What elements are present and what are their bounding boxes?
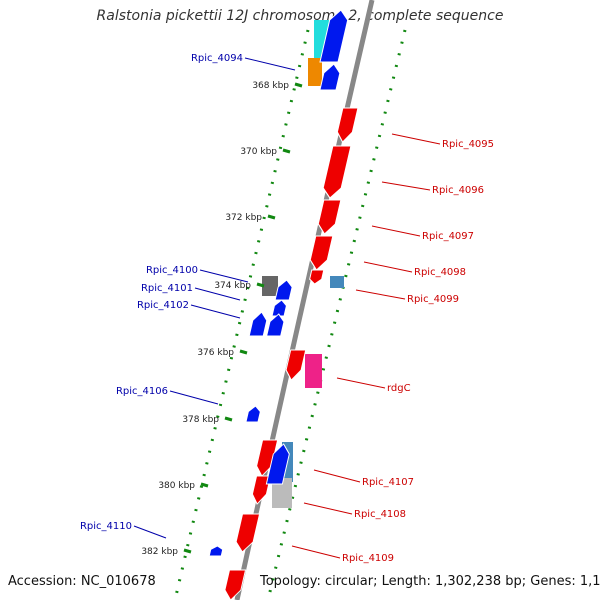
kbp-label: 382 kbp bbox=[141, 547, 178, 557]
forward-gene-arrow[interactable] bbox=[308, 235, 334, 271]
reverse-gene-arrow[interactable] bbox=[319, 63, 342, 91]
forward-gene-arrow[interactable] bbox=[309, 269, 325, 285]
gray-feature-dark bbox=[262, 276, 278, 296]
kbp-tick bbox=[267, 214, 276, 220]
callout-line bbox=[336, 377, 386, 389]
forward-gene-arrow[interactable] bbox=[284, 349, 307, 381]
inner-tick-track bbox=[173, 29, 310, 600]
forward-gene-arrow[interactable] bbox=[223, 569, 247, 600]
callout-line bbox=[355, 289, 406, 300]
reverse-gene-label[interactable]: Rpic_4102 bbox=[137, 300, 189, 311]
forward-gene-label[interactable]: Rpic_4097 bbox=[422, 231, 474, 242]
magenta-feature bbox=[305, 354, 322, 388]
callout-line bbox=[303, 502, 353, 515]
kbp-tick bbox=[200, 482, 209, 488]
callout-line bbox=[244, 57, 296, 71]
kbp-tick bbox=[256, 282, 265, 288]
forward-gene-arrow[interactable] bbox=[321, 145, 352, 199]
kbp-label: 372 kbp bbox=[225, 213, 262, 223]
forward-gene-arrow[interactable] bbox=[234, 513, 261, 553]
reverse-gene-label[interactable]: Rpic_4100 bbox=[146, 265, 198, 276]
forward-gene-label[interactable]: Rpic_4096 bbox=[432, 185, 484, 196]
kbp-tick bbox=[239, 349, 248, 355]
reverse-gene-arrow[interactable] bbox=[266, 313, 286, 337]
reverse-gene-arrow[interactable] bbox=[245, 405, 262, 423]
kbp-label: 380 kbp bbox=[158, 481, 195, 491]
reverse-gene-label[interactable]: Rpic_4094 bbox=[191, 53, 243, 64]
reverse-gene-arrows bbox=[208, 9, 350, 557]
kbp-label: 376 kbp bbox=[197, 348, 234, 358]
reverse-gene-arrow[interactable] bbox=[208, 545, 224, 557]
forward-gene-label[interactable]: rdgC bbox=[387, 383, 411, 394]
callout-line bbox=[194, 287, 241, 301]
callout-line bbox=[371, 225, 421, 237]
reverse-gene-arrow[interactable] bbox=[248, 311, 269, 337]
reverse-gene-arrow[interactable] bbox=[319, 9, 350, 63]
kbp-tick bbox=[294, 82, 303, 88]
reverse-gene-label[interactable]: Rpic_4101 bbox=[141, 283, 193, 294]
callout-line bbox=[391, 133, 441, 145]
orange-feature bbox=[308, 58, 322, 86]
reverse-gene-arrow[interactable] bbox=[265, 443, 291, 485]
kbp-tick bbox=[183, 548, 192, 554]
kbp-ticks: 368 kbp 370 kbp 372 kbp 374 kbp 376 kbp 378 k… bbox=[141, 81, 303, 557]
kbp-label: 374 kbp bbox=[214, 281, 251, 291]
forward-gene-label[interactable]: Rpic_4109 bbox=[342, 553, 394, 564]
reverse-gene-label[interactable]: Rpic_4110 bbox=[80, 521, 132, 532]
topology-text: Topology: circular; Length: 1,302,238 bp… bbox=[260, 574, 600, 589]
kbp-label: 370 kbp bbox=[240, 147, 277, 157]
reverse-gene-label[interactable]: Rpic_4106 bbox=[116, 386, 168, 397]
forward-gene-label[interactable]: Rpic_4095 bbox=[442, 139, 494, 150]
forward-gene-label[interactable]: Rpic_4098 bbox=[414, 267, 466, 278]
callout-line bbox=[169, 390, 219, 405]
kbp-tick bbox=[224, 416, 233, 422]
forward-gene-arrow[interactable] bbox=[254, 439, 279, 477]
callout-line bbox=[133, 525, 167, 539]
gene-callouts: Rpic_4095 Rpic_4096 Rpic_4097 Rpic_4098 Rpic… bbox=[80, 53, 494, 564]
forward-gene-arrow[interactable] bbox=[335, 107, 359, 143]
kbp-tick bbox=[282, 148, 291, 154]
callout-line bbox=[313, 469, 361, 483]
kbp-label: 378 kbp bbox=[182, 415, 219, 425]
steel-feature bbox=[330, 276, 344, 288]
forward-gene-label[interactable]: Rpic_4107 bbox=[362, 477, 414, 488]
forward-gene-arrow[interactable] bbox=[316, 199, 342, 235]
callout-line bbox=[291, 545, 341, 559]
gray-feature-light bbox=[272, 478, 292, 508]
callout-line bbox=[363, 261, 413, 273]
forward-gene-arrows bbox=[223, 107, 359, 600]
kbp-label: 368 kbp bbox=[252, 81, 289, 91]
forward-gene-label[interactable]: Rpic_4108 bbox=[354, 509, 406, 520]
callout-line bbox=[381, 181, 431, 191]
reverse-gene-arrow[interactable] bbox=[271, 299, 288, 317]
callout-line bbox=[190, 304, 241, 319]
forward-gene-label[interactable]: Rpic_4099 bbox=[407, 294, 459, 305]
map-title: Ralstonia pickettii 12J chromosome 2, co… bbox=[96, 8, 504, 24]
accession-text: Accession: NC_010678 bbox=[8, 574, 156, 589]
outer-tick-track bbox=[266, 29, 407, 600]
callout-line bbox=[199, 269, 249, 283]
